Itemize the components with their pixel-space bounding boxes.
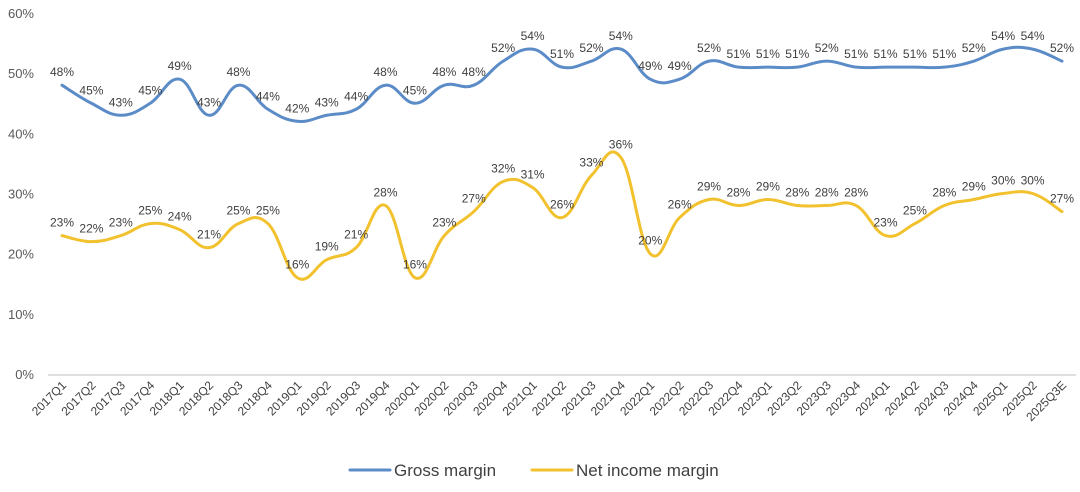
data-label: 54% (609, 29, 633, 43)
data-label: 48% (374, 65, 398, 79)
data-label: 43% (315, 95, 339, 109)
data-label: 26% (668, 198, 692, 212)
data-label: 49% (168, 59, 192, 73)
data-label: 48% (226, 65, 250, 79)
data-label: 52% (579, 41, 603, 55)
data-label: 45% (79, 83, 103, 97)
data-label: 30% (1021, 174, 1045, 188)
data-label: 28% (785, 186, 809, 200)
data-label: 54% (991, 29, 1015, 43)
data-label: 25% (226, 204, 250, 218)
legend-label: Net income margin (576, 461, 719, 480)
data-label: 43% (197, 95, 221, 109)
data-label: 27% (1050, 192, 1074, 206)
data-label: 28% (726, 186, 750, 200)
y-tick-label: 20% (8, 247, 34, 262)
data-labels: 48% 45% 43% 45% 49% 43% 48% 44% 42% 43% 44% 48% 45% 4… (50, 29, 1074, 272)
data-label: 16% (285, 258, 309, 272)
data-label: 44% (344, 89, 368, 103)
data-label: 51% (756, 47, 780, 61)
legend: Gross margin Net income margin (348, 461, 719, 480)
data-label: 28% (932, 186, 956, 200)
data-label: 31% (521, 167, 545, 181)
data-label: 33% (579, 155, 603, 169)
data-label: 52% (697, 41, 721, 55)
data-label: 28% (374, 186, 398, 200)
data-label: 44% (256, 89, 280, 103)
data-label: 28% (815, 186, 839, 200)
data-label: 24% (168, 210, 192, 224)
data-label: 29% (962, 180, 986, 194)
data-label: 23% (109, 216, 133, 230)
legend-label: Gross margin (394, 461, 496, 480)
data-label: 27% (462, 192, 486, 206)
data-label: 23% (874, 216, 898, 230)
data-label: 32% (491, 161, 515, 175)
data-label: 25% (903, 204, 927, 218)
data-label: 36% (609, 137, 633, 151)
y-tick-label: 0% (15, 367, 34, 382)
data-label: 30% (991, 174, 1015, 188)
data-label: 52% (815, 41, 839, 55)
data-label: 51% (785, 47, 809, 61)
y-tick-label: 30% (8, 187, 34, 202)
x-axis: 2017Q12017Q22017Q32017Q42018Q12018Q22018… (29, 378, 1069, 424)
data-label: 19% (315, 240, 339, 254)
data-label: 26% (550, 198, 574, 212)
y-tick-label: 10% (8, 307, 34, 322)
data-label: 51% (874, 47, 898, 61)
y-tick-label: 40% (8, 126, 34, 141)
data-label: 43% (109, 95, 133, 109)
data-label: 21% (197, 228, 221, 242)
data-label: 54% (521, 29, 545, 43)
data-label: 48% (462, 65, 486, 79)
data-label: 21% (344, 228, 368, 242)
data-label: 22% (79, 222, 103, 236)
data-label: 29% (756, 180, 780, 194)
data-label: 23% (432, 216, 456, 230)
data-label: 52% (962, 41, 986, 55)
series-line-net-income-margin (60, 150, 1064, 281)
data-label: 51% (726, 47, 750, 61)
data-label: 52% (491, 41, 515, 55)
series-line-gross-margin (60, 45, 1064, 123)
series-lines (60, 45, 1064, 281)
data-label: 28% (844, 186, 868, 200)
y-axis: 0% 10% 20% 30% 40% 50% 60% (8, 6, 34, 382)
data-label: 48% (50, 65, 74, 79)
data-label: 45% (138, 83, 162, 97)
data-label: 29% (697, 180, 721, 194)
data-label: 49% (638, 59, 662, 73)
data-label: 52% (1050, 41, 1074, 55)
data-label: 54% (1021, 29, 1045, 43)
data-label: 49% (668, 59, 692, 73)
data-label: 20% (638, 234, 662, 248)
data-label: 16% (403, 258, 427, 272)
data-label: 51% (550, 47, 574, 61)
data-label: 51% (903, 47, 927, 61)
y-tick-label: 60% (8, 6, 34, 21)
data-label: 25% (138, 204, 162, 218)
data-label: 25% (256, 204, 280, 218)
data-label: 48% (432, 65, 456, 79)
y-tick-label: 50% (8, 66, 34, 81)
data-label: 23% (50, 216, 74, 230)
data-label: 51% (844, 47, 868, 61)
data-label: 45% (403, 83, 427, 97)
data-label: 42% (285, 101, 309, 115)
data-label: 51% (932, 47, 956, 61)
